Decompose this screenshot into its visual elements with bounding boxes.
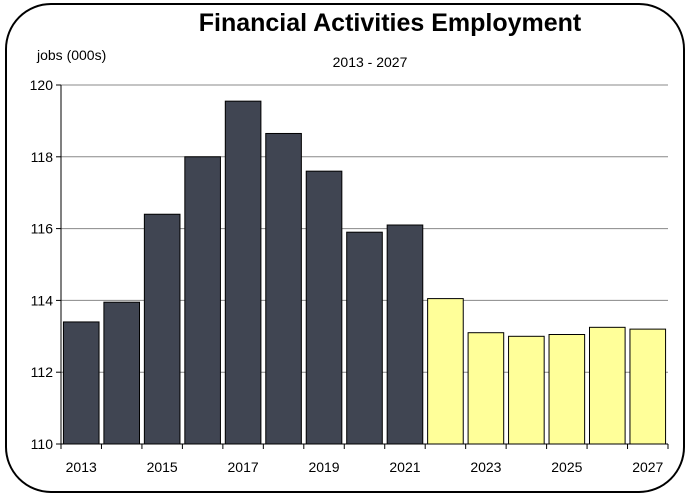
y-tick-label: 116 [31, 221, 54, 237]
x-tick-label: 2027 [632, 459, 663, 475]
bar-2027 [629, 328, 667, 445]
bar-2023 [467, 332, 505, 445]
axes [56, 84, 669, 449]
chart-title: Financial Activities Employment [199, 9, 582, 37]
x-tick-label: 2019 [308, 459, 339, 475]
x-tick-label: 2025 [551, 459, 582, 475]
bar-2021 [386, 224, 424, 445]
y-tick-label: 120 [30, 77, 54, 93]
bar-2020 [346, 231, 383, 445]
x-tick-label: 2021 [389, 459, 420, 475]
bar-2017 [224, 100, 262, 445]
x-tick-label: 2013 [66, 459, 97, 475]
bar-2014 [103, 301, 141, 445]
bar-2013 [62, 321, 100, 445]
y-tick-labels: 110 112 114 116 118 120 [30, 77, 54, 452]
y-axis-label: jobs (000s) [36, 47, 106, 63]
bar-2019 [305, 170, 343, 445]
bar-2026 [588, 326, 626, 445]
bars [62, 100, 667, 445]
bar-2015 [143, 213, 181, 445]
y-tick-label: 118 [31, 149, 54, 165]
x-tick-label: 2015 [147, 459, 178, 475]
chart-subtitle: 2013 - 2027 [333, 54, 408, 70]
bar-2025 [548, 334, 586, 445]
x-tick-label: 2023 [470, 459, 501, 475]
x-tick-labels: 2013 2015 2017 2019 2021 2023 2025 2027 [66, 459, 664, 475]
bar-2018 [265, 132, 302, 445]
bar-2022 [427, 298, 464, 445]
y-tick-label: 114 [31, 292, 54, 308]
y-tick-label: 110 [31, 436, 54, 452]
x-tick-label: 2017 [228, 459, 259, 475]
y-tick-label: 112 [31, 364, 54, 380]
bar-2024 [508, 335, 545, 445]
bar-2016 [184, 156, 221, 445]
